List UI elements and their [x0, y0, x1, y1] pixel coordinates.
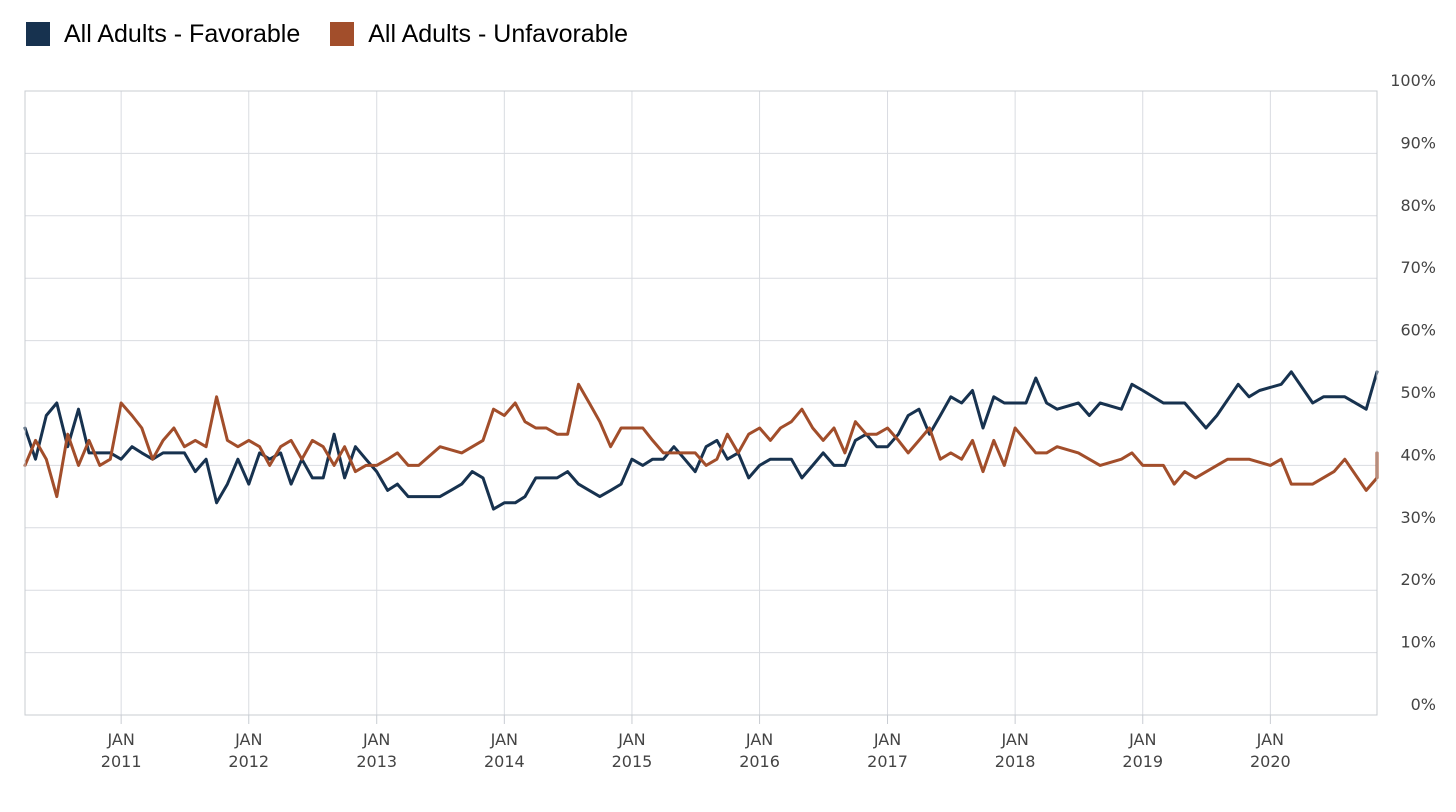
- plot-frame: [24, 90, 1378, 716]
- series-lines: [23, 370, 1379, 511]
- legend-label-favorable: All Adults - Favorable: [64, 19, 301, 48]
- x-tick-label-year: 2013: [356, 752, 397, 771]
- series-line-unfavorable: [23, 382, 1379, 499]
- x-tick-label-year: 2015: [612, 752, 653, 771]
- legend: All Adults - Favorable All Adults - Unfa…: [26, 18, 658, 50]
- x-tick-label-month: JAN: [745, 730, 773, 749]
- x-tick-label-month: JAN: [362, 730, 390, 749]
- x-tick-label-year: 2019: [1122, 752, 1163, 771]
- x-tick-label-month: JAN: [1000, 730, 1028, 749]
- x-tick-label-month: JAN: [873, 730, 901, 749]
- legend-swatch-unfavorable: [330, 22, 355, 46]
- legend-item-unfavorable[interactable]: All Adults - Unfavorable: [330, 20, 628, 49]
- x-tick-label-month: JAN: [106, 730, 134, 749]
- x-tick-label-year: 2011: [101, 752, 142, 771]
- legend-label-unfavorable: All Adults - Unfavorable: [368, 19, 629, 48]
- y-tick-label: 50%: [1400, 383, 1436, 402]
- y-axis-tick-labels: 0% 10% 20% 30% 40% 50% 60% 70% 80% 90% 100%: [1390, 71, 1436, 714]
- legend-item-favorable[interactable]: All Adults - Favorable: [26, 20, 300, 49]
- y-tick-label: 20%: [1400, 570, 1436, 589]
- y-tick-label: 100%: [1390, 71, 1436, 90]
- x-axis-tick-labels: JAN 2011 JAN 2012 JAN 2013 JAN 2014 JAN 2015 JAN 20…: [101, 730, 1291, 771]
- x-tick-label-year: 2020: [1250, 752, 1291, 771]
- series-line-favorable: [23, 370, 1379, 511]
- x-tick-label-year: 2012: [228, 752, 269, 771]
- x-tick-label-year: 2018: [995, 752, 1036, 771]
- y-tick-label: 60%: [1400, 321, 1436, 340]
- y-tick-label: 90%: [1400, 133, 1436, 152]
- x-tick-label-month: JAN: [234, 730, 262, 749]
- x-tick-label-month: JAN: [1256, 730, 1284, 749]
- y-tick-label: 40%: [1400, 445, 1436, 464]
- x-tick-label-month: JAN: [1128, 730, 1156, 749]
- x-tick-label-year: 2016: [739, 752, 780, 771]
- grid: [25, 90, 1377, 724]
- y-tick-label: 80%: [1400, 196, 1436, 215]
- x-tick-label-month: JAN: [617, 730, 645, 749]
- y-tick-label: 30%: [1400, 508, 1436, 527]
- x-tick-label-year: 2017: [867, 752, 908, 771]
- y-tick-label: 70%: [1400, 258, 1436, 277]
- legend-swatch-favorable: [26, 22, 50, 46]
- x-tick-label-year: 2014: [484, 752, 525, 771]
- y-tick-label: 0%: [1411, 695, 1436, 714]
- x-tick-label-month: JAN: [490, 730, 518, 749]
- y-tick-label: 10%: [1400, 633, 1436, 652]
